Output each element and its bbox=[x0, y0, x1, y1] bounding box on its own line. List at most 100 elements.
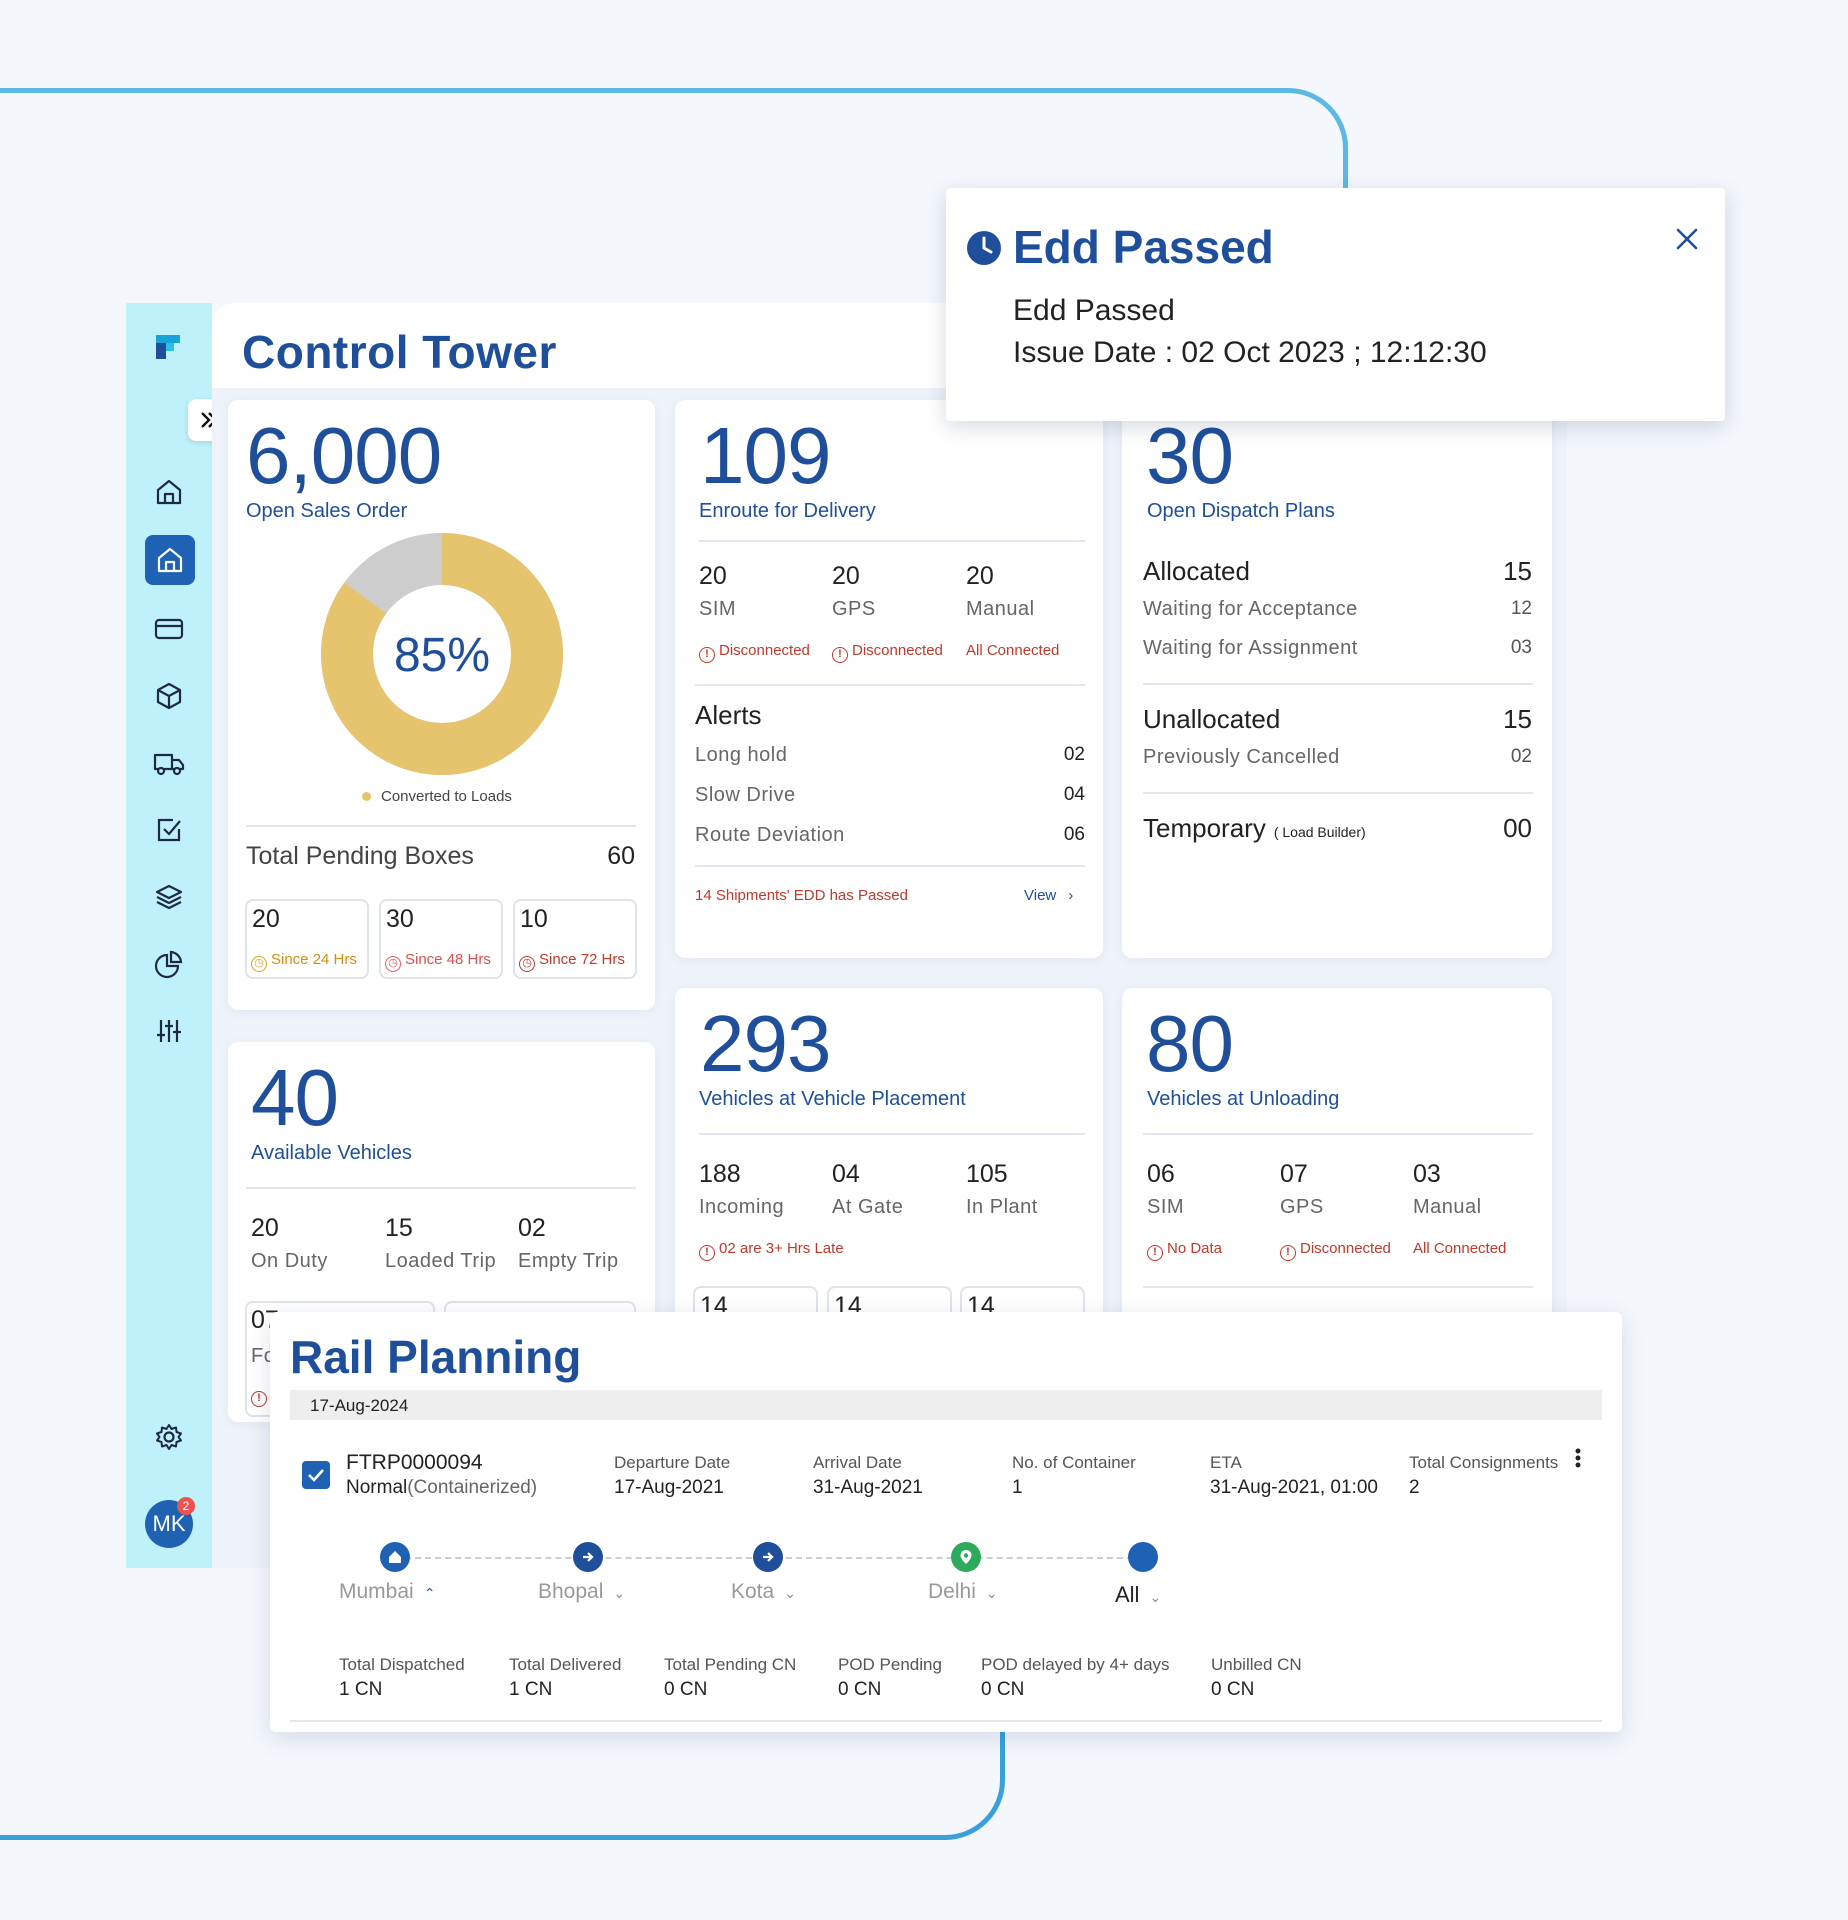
page-title: Control Tower bbox=[242, 326, 557, 378]
gps-value: 07 bbox=[1280, 1160, 1308, 1188]
donut-chart bbox=[320, 532, 564, 776]
in-plant-value: 105 bbox=[966, 1160, 1008, 1188]
since-label: Since 24 Hrs bbox=[271, 951, 357, 968]
sim-status: ! No Data bbox=[1147, 1240, 1222, 1261]
alert-value: 02 bbox=[1063, 744, 1085, 765]
location-pin-icon bbox=[960, 1550, 972, 1564]
sim-label: SIM bbox=[1147, 1196, 1185, 1218]
unallocated-value: 15 bbox=[1503, 704, 1532, 734]
stop-label-bhopal[interactable]: Bhopal ⌄ bbox=[538, 1580, 625, 1604]
gps-status: ! Disconnected bbox=[832, 642, 943, 663]
card-icon bbox=[154, 618, 184, 640]
alert-value: 06 bbox=[1063, 824, 1085, 845]
manual-status: All Connected bbox=[966, 642, 1060, 659]
dispatch-value: 30 bbox=[1146, 411, 1234, 500]
checkbox-icon bbox=[157, 818, 181, 842]
arrival-date-value: 31-Aug-2021 bbox=[813, 1477, 923, 1498]
clock-icon bbox=[966, 230, 1002, 271]
chevron-right-icon: › bbox=[1068, 887, 1074, 904]
unallocated-label: Unallocated bbox=[1143, 704, 1281, 734]
available-value: 40 bbox=[251, 1053, 339, 1142]
stop-label-all[interactable]: All ⌄ bbox=[1115, 1582, 1161, 1608]
toast-title: Edd Passed bbox=[1013, 221, 1274, 273]
late-status: ! 02 are 3+ Hrs Late bbox=[699, 1240, 844, 1261]
sidebar bbox=[126, 303, 212, 1568]
nav-home[interactable] bbox=[150, 473, 188, 511]
divider bbox=[246, 1187, 636, 1189]
warning-icon: ! bbox=[699, 647, 715, 663]
toast-issue-date: Issue Date : 02 Oct 2023 ; 12:12:30 bbox=[1013, 336, 1487, 369]
total-delivered-value: 1 CN bbox=[509, 1679, 553, 1700]
toast-message: Edd Passed bbox=[1013, 294, 1175, 327]
pending-box-label: ◷ Since 72 Hrs bbox=[519, 951, 625, 972]
pending-boxes-label: Total Pending Boxes bbox=[246, 842, 474, 870]
gps-value: 20 bbox=[832, 562, 860, 590]
waiting-assignment-value: 03 bbox=[1510, 637, 1532, 658]
nav-layers[interactable] bbox=[150, 878, 188, 916]
dispatch-card[interactable] bbox=[1122, 400, 1552, 958]
temporary-value: 00 bbox=[1503, 813, 1532, 843]
placement-value: 293 bbox=[700, 999, 831, 1088]
chevron-down-icon: ⌄ bbox=[784, 1585, 796, 1601]
waiting-assignment-label: Waiting for Assignment bbox=[1143, 637, 1358, 659]
more-options-button[interactable] bbox=[1572, 1447, 1584, 1471]
nav-control-tower[interactable] bbox=[145, 535, 195, 585]
eta-label: ETA bbox=[1210, 1453, 1242, 1472]
truck-icon bbox=[153, 753, 185, 776]
pod-delayed-value: 0 CN bbox=[981, 1679, 1025, 1700]
stop-node-all[interactable] bbox=[1128, 1542, 1158, 1572]
nav-tasks[interactable] bbox=[150, 811, 188, 849]
trip-id: FTRP0000094 bbox=[346, 1451, 483, 1474]
pending-box-value: 30 bbox=[386, 905, 414, 933]
donut-percentage: 85% bbox=[393, 629, 491, 682]
donut-legend: Converted to Loads bbox=[362, 788, 512, 805]
gps-status: ! Disconnected bbox=[1280, 1240, 1391, 1261]
chevron-down-icon: ⌄ bbox=[1149, 1589, 1162, 1605]
warning-icon: ! bbox=[1280, 1245, 1296, 1261]
trip-type: Normal(Containerized) bbox=[346, 1477, 537, 1499]
stop-node-bhopal[interactable] bbox=[573, 1542, 603, 1572]
nav-filters[interactable] bbox=[150, 1012, 188, 1050]
pending-boxes-value: 60 bbox=[607, 842, 635, 870]
at-gate-label: At Gate bbox=[832, 1196, 904, 1218]
divider bbox=[1143, 792, 1533, 794]
nav-packages[interactable] bbox=[150, 677, 188, 715]
rail-planning-panel bbox=[270, 1312, 1622, 1732]
clock-icon: ◷ bbox=[385, 956, 401, 972]
stop-node-delhi[interactable] bbox=[951, 1542, 981, 1572]
sliders-icon bbox=[157, 1020, 181, 1042]
containers-value: 1 bbox=[1012, 1477, 1023, 1498]
app-logo bbox=[154, 333, 184, 363]
pod-pending-value: 0 CN bbox=[838, 1679, 882, 1700]
alert-value: 04 bbox=[1063, 784, 1085, 805]
total-dispatched-label: Total Dispatched bbox=[339, 1655, 465, 1674]
divider bbox=[1143, 683, 1533, 685]
stop-node-mumbai[interactable] bbox=[380, 1542, 410, 1572]
since-label: Since 72 Hrs bbox=[539, 951, 625, 968]
manual-value: 20 bbox=[966, 562, 994, 590]
box-icon bbox=[156, 682, 182, 710]
kebab-menu-icon bbox=[1575, 1448, 1581, 1468]
containers-label: No. of Container bbox=[1012, 1453, 1136, 1472]
toast-close-button[interactable] bbox=[1672, 224, 1702, 254]
stop-label-delhi[interactable]: Delhi ⌄ bbox=[928, 1580, 998, 1604]
stop-node-kota[interactable] bbox=[753, 1542, 783, 1572]
stop-label-kota[interactable]: Kota ⌄ bbox=[731, 1580, 796, 1604]
nav-settings[interactable] bbox=[150, 1418, 188, 1456]
stop-label-mumbai[interactable]: Mumbai ⌃ bbox=[339, 1580, 435, 1604]
eta-value: 31-Aug-2021, 01:00 bbox=[1210, 1477, 1378, 1498]
view-link[interactable]: View › bbox=[1024, 887, 1073, 904]
chevron-down-icon: ⌄ bbox=[613, 1585, 626, 1601]
nav-billing[interactable] bbox=[150, 610, 188, 648]
sim-status: ! Disconnected bbox=[699, 642, 810, 663]
decor-line-bottom bbox=[0, 1640, 1005, 1840]
sim-value: 20 bbox=[699, 562, 727, 590]
nav-transport[interactable] bbox=[150, 744, 188, 782]
since-label: Since 48 Hrs bbox=[405, 951, 491, 968]
nav-reports[interactable] bbox=[150, 945, 188, 983]
stop-name: Delhi bbox=[928, 1580, 976, 1603]
open-sales-label: Open Sales Order bbox=[246, 500, 408, 522]
trip-checkbox[interactable] bbox=[302, 1461, 330, 1489]
trip-type-label: Normal bbox=[346, 1477, 408, 1498]
departure-date-value: 17-Aug-2021 bbox=[614, 1477, 724, 1498]
